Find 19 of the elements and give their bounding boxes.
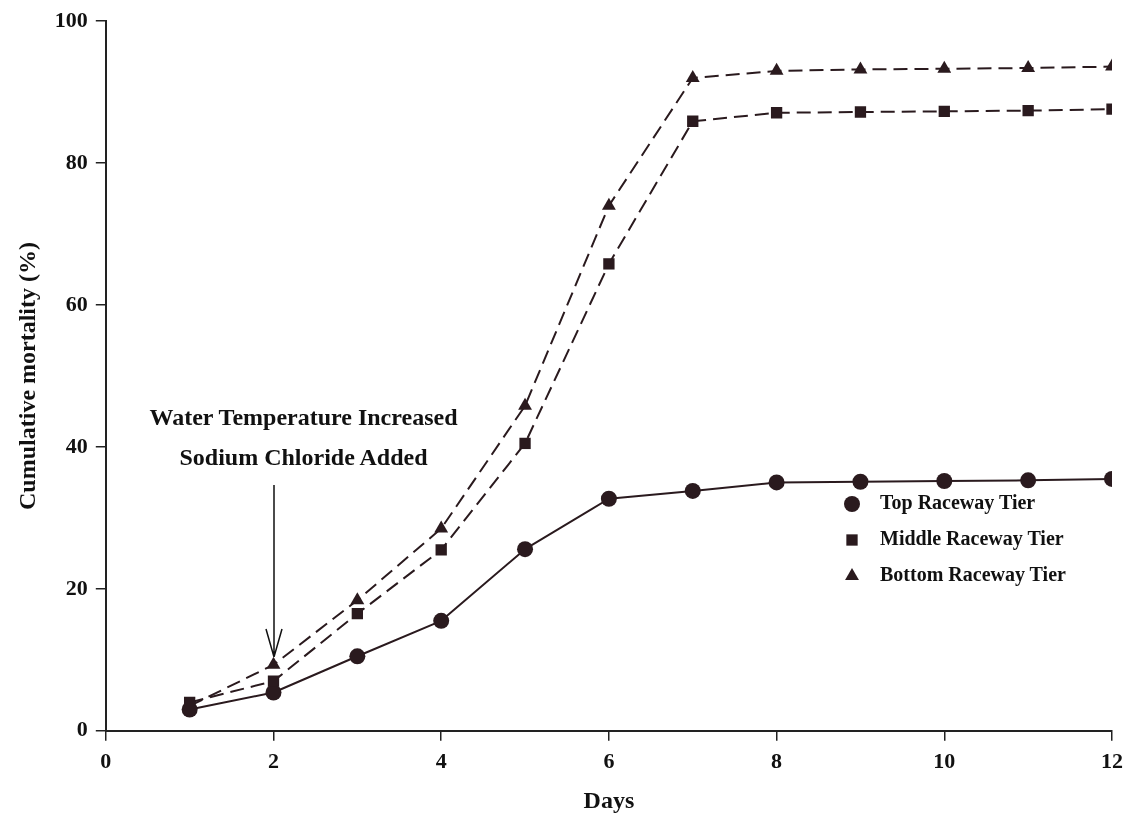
y-tick-label: 40 bbox=[65, 432, 88, 458]
x-tick-label: 0 bbox=[100, 747, 112, 773]
x-tick-label: 6 bbox=[603, 747, 615, 773]
y-axis-title: Cumulative mortality (%) bbox=[13, 242, 40, 510]
x-tick-label: 8 bbox=[771, 747, 783, 773]
y-tick-label: 60 bbox=[65, 290, 88, 316]
x-tick-label: 10 bbox=[933, 747, 956, 773]
y-tick-label: 100 bbox=[54, 6, 88, 32]
x-tick-label: 2 bbox=[268, 747, 279, 773]
y-tick-label: 80 bbox=[65, 148, 88, 174]
annotation: Water Temperature Increased Sodium Chloride Added bbox=[149, 403, 459, 470]
x-tick-label: 12 bbox=[1101, 747, 1123, 773]
x-axis-title: Days bbox=[583, 786, 635, 813]
legend-label: Top Raceway Tier bbox=[880, 491, 1036, 515]
legend-label: Bottom Raceway Tier bbox=[880, 563, 1067, 587]
y-tick-label: 20 bbox=[65, 574, 88, 600]
y-tick-label: 0 bbox=[76, 716, 88, 742]
legend-label: Middle Raceway Tier bbox=[880, 527, 1064, 551]
x-tick-label: 4 bbox=[435, 747, 447, 773]
